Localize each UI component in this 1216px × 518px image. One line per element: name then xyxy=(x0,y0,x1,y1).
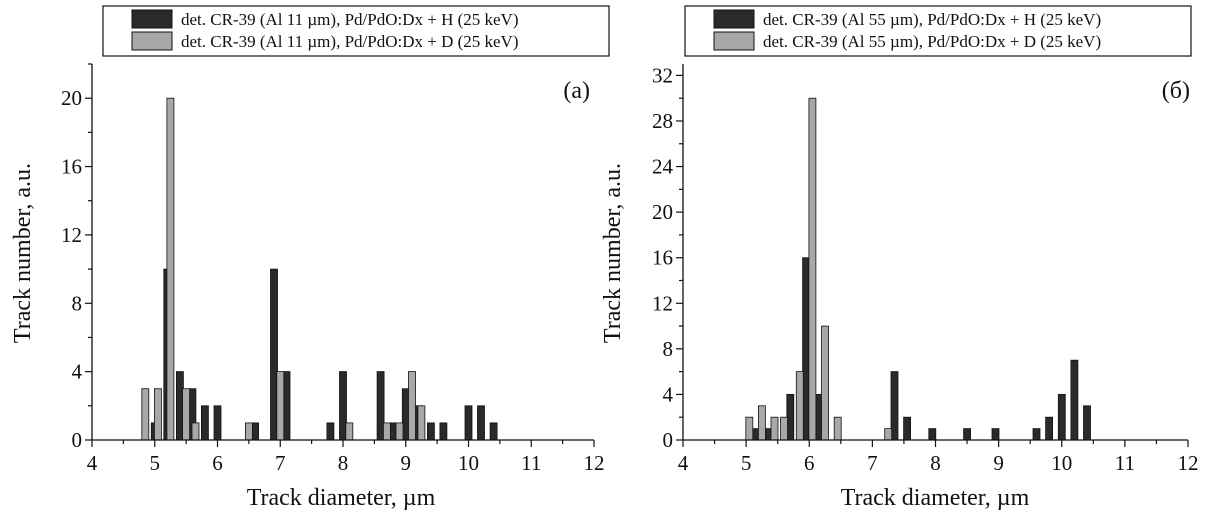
bar-d xyxy=(182,388,191,441)
bar-h xyxy=(928,428,937,441)
bar-d xyxy=(153,388,162,441)
y-tick-label: 0 xyxy=(663,428,674,452)
bar-d xyxy=(884,428,893,441)
y-tick-label: 4 xyxy=(663,382,674,406)
y-tick-label: 24 xyxy=(652,155,674,179)
bar-h xyxy=(1083,405,1091,441)
bar-d xyxy=(276,371,285,441)
bar-h xyxy=(963,428,971,441)
bar-d xyxy=(345,422,354,441)
legend-swatch-h xyxy=(131,9,173,29)
x-tick-label: 6 xyxy=(804,451,815,475)
bar-h xyxy=(1057,393,1066,441)
x-tick-label: 6 xyxy=(212,451,223,475)
bar-d xyxy=(780,416,788,441)
bars xyxy=(745,97,1091,441)
panel-label: (a) xyxy=(563,78,590,104)
x-tick-label: 11 xyxy=(1115,451,1135,475)
x-axis-label: Track diameter, µm xyxy=(247,485,436,511)
bar-h xyxy=(991,428,1000,441)
bar-h xyxy=(903,416,911,441)
y-axis-label: Track number, a.u. xyxy=(600,163,626,343)
chart-panel-a: det. CR-39 (Al 11 µm), Pd/PdO:Dx + H (25… xyxy=(10,5,610,511)
y-tick-label: 4 xyxy=(72,360,83,384)
x-tick-label: 10 xyxy=(1051,451,1072,475)
x-axis-label: Track diameter, µm xyxy=(841,485,1030,511)
legend-entry-h: det. CR-39 (Al 11 µm), Pd/PdO:Dx + H (25… xyxy=(181,10,519,29)
x-tick-label: 8 xyxy=(338,451,349,475)
bar-d xyxy=(758,405,766,441)
y-tick-label: 8 xyxy=(663,337,674,361)
x-tick-label: 5 xyxy=(741,451,752,475)
y-tick-label: 28 xyxy=(652,109,673,133)
legend-swatch-d xyxy=(131,31,173,51)
legend: det. CR-39 (Al 55 µm), Pd/PdO:Dx + H (25… xyxy=(684,5,1192,57)
bar-h xyxy=(477,405,485,441)
x-tick-label: 11 xyxy=(521,451,541,475)
bar-d xyxy=(795,371,804,441)
panel-label: (б) xyxy=(1162,78,1190,104)
y-tick-label: 20 xyxy=(652,200,673,224)
bar-h xyxy=(1070,359,1079,441)
bar-h xyxy=(439,422,448,441)
bar-d xyxy=(382,422,391,441)
bar-d xyxy=(821,325,829,441)
legend-box xyxy=(684,5,1192,57)
y-tick-label: 32 xyxy=(652,63,673,87)
x-tick-label: 9 xyxy=(993,451,1004,475)
bar-h xyxy=(1032,428,1041,441)
x-tick-label: 9 xyxy=(401,451,412,475)
chart-panel-b: det. CR-39 (Al 55 µm), Pd/PdO:Dx + H (25… xyxy=(600,5,1199,511)
legend-entry-d: det. CR-39 (Al 11 µm), Pd/PdO:Dx + D (25… xyxy=(181,32,519,51)
y-axis-label: Track number, a.u. xyxy=(10,163,36,343)
y-tick-label: 12 xyxy=(652,291,673,315)
legend: det. CR-39 (Al 11 µm), Pd/PdO:Dx + H (25… xyxy=(102,5,610,57)
x-tick-label: 7 xyxy=(867,451,878,475)
bar-h xyxy=(213,405,222,441)
bar-h xyxy=(326,422,335,441)
bar-d xyxy=(833,416,842,441)
y-tick-label: 16 xyxy=(61,155,82,179)
y-tick-label: 16 xyxy=(652,246,673,270)
bar-d xyxy=(141,388,150,441)
legend-box xyxy=(102,5,610,57)
bar-d xyxy=(395,422,404,441)
bar-d xyxy=(770,416,779,441)
bar-d xyxy=(745,416,754,441)
x-tick-label: 10 xyxy=(458,451,479,475)
bar-h xyxy=(200,405,209,441)
x-tick-label: 5 xyxy=(150,451,161,475)
x-tick-label: 7 xyxy=(275,451,286,475)
y-tick-label: 8 xyxy=(72,291,83,315)
legend-entry-h: det. CR-39 (Al 55 µm), Pd/PdO:Dx + H (25… xyxy=(763,10,1101,29)
bar-h xyxy=(1045,416,1053,441)
x-tick-label: 12 xyxy=(1178,451,1199,475)
y-tick-label: 0 xyxy=(72,428,83,452)
bar-h xyxy=(489,422,498,441)
x-tick-label: 12 xyxy=(584,451,605,475)
bar-d xyxy=(408,371,416,441)
bar-d xyxy=(166,97,175,441)
x-tick-label: 4 xyxy=(678,451,689,475)
bar-d xyxy=(417,405,426,441)
bar-d xyxy=(808,97,817,441)
bar-d xyxy=(244,422,253,441)
legend-swatch-d xyxy=(713,31,755,51)
y-tick-label: 20 xyxy=(61,86,82,110)
legend-entry-d: det. CR-39 (Al 55 µm), Pd/PdO:Dx + D (25… xyxy=(763,32,1101,51)
x-tick-label: 4 xyxy=(87,451,98,475)
bar-h xyxy=(464,405,473,441)
legend-swatch-h xyxy=(713,9,755,29)
bar-h xyxy=(426,422,435,441)
bars xyxy=(141,97,498,441)
x-tick-label: 8 xyxy=(930,451,941,475)
y-tick-label: 12 xyxy=(61,223,82,247)
bar-d xyxy=(191,422,200,441)
